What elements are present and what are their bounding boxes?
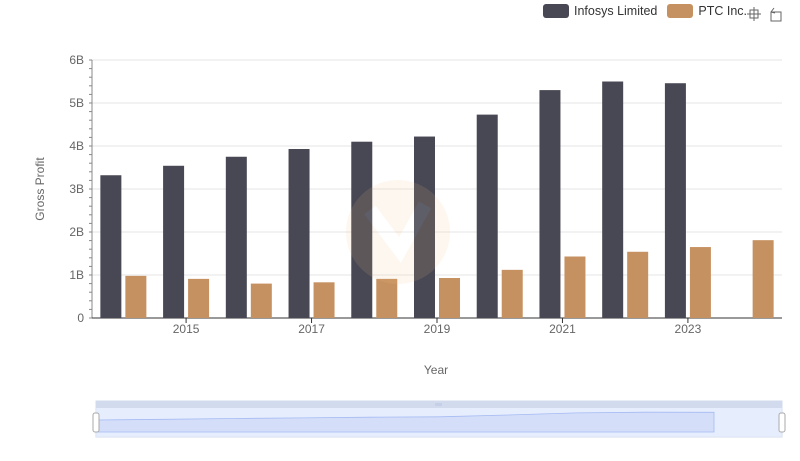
legend-label-ptc: PTC Inc.: [698, 4, 747, 18]
y-tick-label: 3B: [69, 182, 84, 196]
x-tick-label: 2019: [424, 322, 451, 336]
bar-ptc-2019[interactable]: [439, 278, 460, 318]
bar-infosys-2017[interactable]: [288, 149, 310, 318]
bar-ptc-2015[interactable]: [188, 278, 210, 318]
legend-swatch-infosys: [543, 4, 569, 18]
legend-item-infosys[interactable]: Infosys Limited: [543, 4, 657, 18]
bar-infosys-2021[interactable]: [539, 90, 561, 318]
bar-ptc-2021[interactable]: [564, 256, 586, 318]
legend: Infosys Limited PTC Inc.: [543, 4, 757, 18]
x-axis: 2015 2017 2019 2021 2023: [92, 317, 782, 336]
y-tick-label: 1B: [69, 268, 84, 282]
bar-infosys-2019[interactable]: [414, 136, 435, 318]
bar-ptc-2017[interactable]: [313, 282, 335, 318]
y-tick-label: 4B: [69, 139, 84, 153]
data-zoom-preview-area: [95, 411, 715, 433]
bar-infosys-2015[interactable]: [163, 165, 185, 318]
toolbox: [746, 6, 784, 22]
x-axis-title: Year: [424, 363, 448, 377]
data-zoom-handle-left[interactable]: [92, 412, 100, 433]
bar-infosys-2014[interactable]: [100, 175, 122, 318]
y-tick-label: 5B: [69, 96, 84, 110]
bar-ptc-2020[interactable]: [501, 269, 523, 318]
y-axis: 0 1B 2B 3B 4B 5B 6B: [69, 53, 93, 325]
bar-ptc-2016[interactable]: [250, 283, 272, 318]
watermark-logo: [346, 180, 450, 284]
y-tick-label: 6B: [69, 53, 84, 67]
x-tick-label: 2021: [549, 322, 576, 336]
bar-ptc-2023[interactable]: [689, 247, 711, 318]
bar-ptc-2024[interactable]: [752, 240, 774, 318]
restore-icon[interactable]: [768, 6, 784, 22]
data-zoom-handle-right[interactable]: [778, 412, 786, 433]
bar-ptc-2018[interactable]: [376, 278, 398, 318]
y-tick-label: 2B: [69, 225, 84, 239]
legend-label-infosys: Infosys Limited: [574, 4, 658, 18]
bar-ptc-2014[interactable]: [125, 275, 147, 318]
x-tick-label: 2015: [173, 322, 200, 336]
bar-infosys-2023[interactable]: [664, 83, 686, 318]
bar-infosys-2016[interactable]: [225, 156, 247, 318]
bar-infosys-2022[interactable]: [602, 81, 624, 319]
x-tick-label: 2017: [298, 322, 325, 336]
data-zoom-slider[interactable]: [92, 400, 786, 438]
bar-ptc-2022[interactable]: [627, 251, 649, 318]
x-tick-label: 2023: [675, 322, 702, 336]
y-tick-label: 0: [77, 311, 84, 325]
bar-infosys-2020[interactable]: [476, 114, 498, 318]
bars: [100, 81, 774, 319]
y-axis-title: Gross Profit: [33, 157, 47, 221]
zoom-icon[interactable]: [746, 6, 762, 22]
legend-swatch-ptc: [667, 4, 694, 18]
legend-item-ptc[interactable]: PTC Inc.: [667, 4, 747, 18]
bar-infosys-2018[interactable]: [351, 141, 373, 318]
data-zoom-move-handle[interactable]: [435, 403, 442, 406]
